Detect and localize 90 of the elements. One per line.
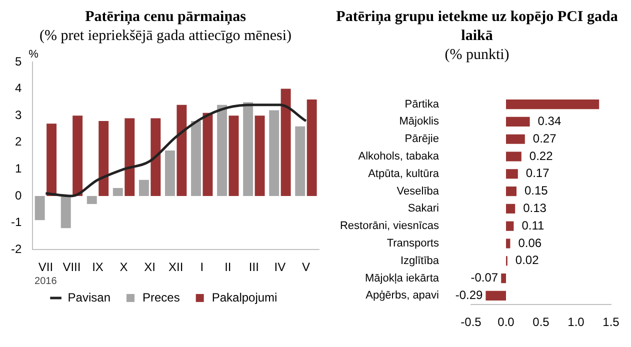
- x-tick-label: 0.5: [532, 314, 550, 329]
- y-tick-label: 0: [14, 188, 22, 202]
- bar: [306, 100, 317, 196]
- y-tick-label: Pārtika: [404, 98, 440, 110]
- bar: [72, 116, 83, 196]
- y-tick-label: 2: [14, 134, 22, 149]
- bar: [138, 180, 149, 196]
- x-tick-label: VII: [38, 260, 54, 274]
- x-tick-label: 1.0: [568, 314, 585, 329]
- bar: [269, 110, 280, 196]
- bar: [98, 120, 109, 196]
- x-tick-label: -0.5: [460, 314, 482, 329]
- x-tick-label: 0.0: [498, 314, 515, 329]
- data-label: 0.11: [522, 218, 544, 232]
- bar: [86, 196, 97, 204]
- x-tick-label: XI: [144, 260, 156, 274]
- x-tick-label: 1.5: [602, 314, 620, 329]
- data-label: 0.06: [518, 236, 542, 250]
- y-axis-title: %: [28, 48, 39, 61]
- bar: [506, 116, 530, 126]
- y-tick-label: Transports: [386, 238, 440, 250]
- chart-subtitle: (% pret iepriekšējā gada attiecīgo mēnesi): [38, 27, 292, 46]
- chart-subtitle: (% punkti): [444, 46, 510, 65]
- x-tick-label: V: [302, 260, 310, 274]
- y-tick-label: Mājokļa iekārta: [365, 272, 440, 284]
- x-tick-label: X: [120, 260, 128, 274]
- y-tick-label: -1: [11, 215, 22, 230]
- bar: [243, 102, 254, 196]
- data-label: 0.15: [524, 184, 548, 198]
- bar: [295, 126, 306, 196]
- legend-label: Preces: [142, 290, 180, 304]
- bar: [254, 116, 265, 196]
- bar: [501, 274, 506, 284]
- x-tick-label: XII: [168, 260, 184, 274]
- bar: [506, 169, 518, 179]
- data-label: 0.27: [532, 131, 557, 146]
- bar: [506, 152, 522, 162]
- x-tick-label: II: [224, 260, 232, 274]
- y-tick-label: Izglītība: [400, 254, 440, 267]
- data-label: 0.17: [526, 166, 550, 180]
- bar: [46, 124, 57, 196]
- bar: [506, 238, 510, 248]
- chart-title: Patēriņa cenu pārmaiņas: [84, 8, 247, 27]
- y-tick-label: 3: [14, 108, 22, 122]
- bar: [112, 188, 123, 196]
- legend-label: Pavisan: [68, 290, 110, 304]
- data-label: 0.02: [515, 253, 540, 268]
- y-tick-label: -2: [11, 242, 22, 256]
- bar: [34, 196, 45, 220]
- y-tick-label: Alkohols, tabaka: [358, 150, 440, 163]
- chart-title: Patēriņa grupu ietekme uz kopējo PCI gada laikā: [335, 8, 619, 46]
- y-tick-label: Mājoklis: [399, 116, 440, 128]
- y-tick-label: Veselība: [396, 185, 440, 198]
- bar: [506, 186, 516, 196]
- y-tick-label: 4: [14, 81, 22, 96]
- bar: [60, 196, 71, 228]
- text: 2016: [34, 276, 58, 287]
- bar: [176, 104, 187, 196]
- bar: [506, 134, 525, 144]
- bar: [486, 290, 506, 300]
- bar: [191, 120, 201, 196]
- y-tick-label: 1: [14, 162, 22, 176]
- bar: [124, 118, 135, 196]
- bar: [217, 104, 228, 196]
- x-tick-label: IX: [92, 260, 104, 274]
- x-tick-label: VIII: [62, 260, 81, 274]
- bar: [280, 88, 291, 196]
- data-label: -0.07: [470, 270, 498, 285]
- line-series: [44, 104, 308, 198]
- x-tick-label: IV: [274, 260, 286, 274]
- y-tick-label: Apģērbs, apavi: [366, 290, 439, 302]
- y-tick-label: Atpūta, kultūra: [368, 168, 440, 180]
- x-tick-label: I: [200, 260, 204, 274]
- bar: [506, 100, 600, 110]
- legend-label: Pakalpojumi: [212, 290, 278, 304]
- data-label: 0.34: [538, 114, 562, 128]
- data-label: 0.13: [523, 201, 547, 216]
- data-label: 0.22: [529, 148, 554, 163]
- bar: [506, 221, 514, 231]
- bar: [165, 150, 175, 196]
- bar: [228, 116, 239, 196]
- y-tick-label: Sakari: [408, 202, 439, 215]
- y-tick-label: Pārējie: [404, 133, 439, 146]
- data-label: -0.29: [455, 288, 484, 302]
- bar: [150, 118, 161, 196]
- bar: [202, 112, 213, 196]
- x-tick-label: III: [248, 260, 259, 274]
- y-tick-label: Restorāni, viesnīcas: [340, 220, 440, 232]
- y-tick-label: 5: [14, 54, 22, 68]
- bar: [506, 204, 516, 214]
